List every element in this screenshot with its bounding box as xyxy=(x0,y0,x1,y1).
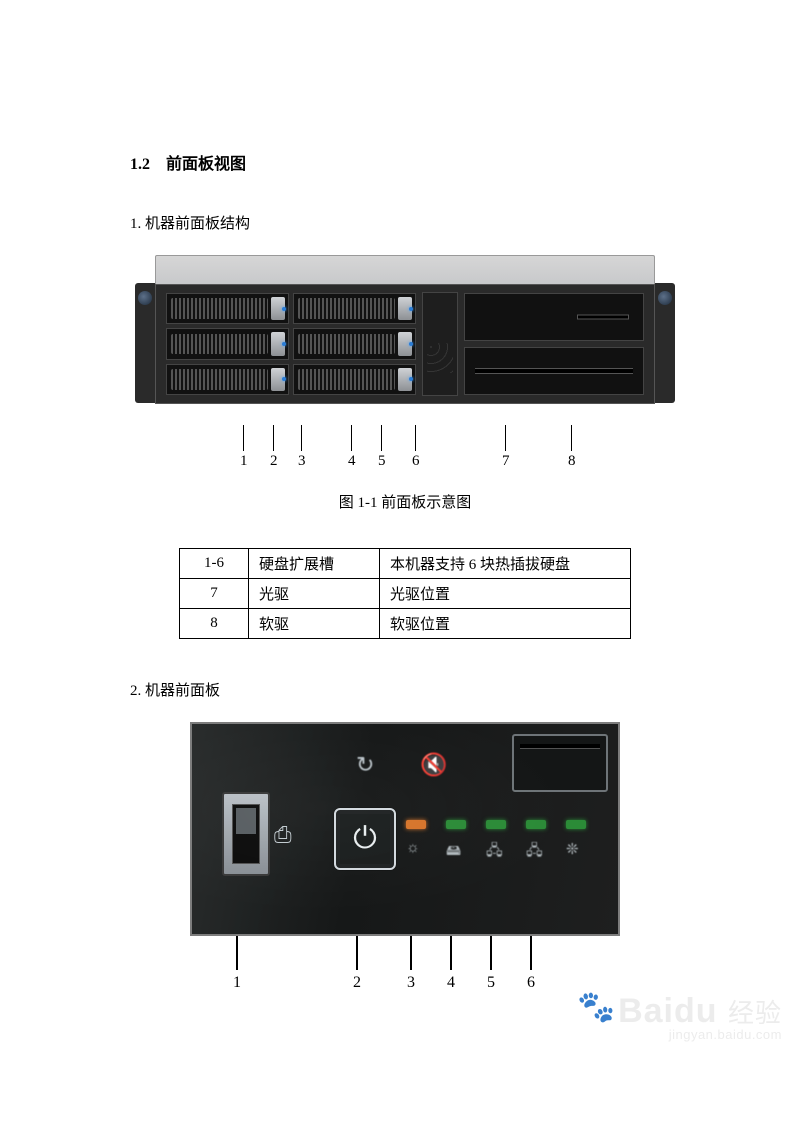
drive-tray xyxy=(512,734,608,792)
server-front xyxy=(155,284,655,404)
hdd-bay xyxy=(293,364,416,395)
callout-number: 3 xyxy=(298,453,306,470)
cell-name: 软驱 xyxy=(249,609,380,639)
parts-table: 1-6硬盘扩展槽本机器支持 6 块热插拔硬盘7光驱光驱位置8软驱软驱位置 xyxy=(179,548,631,639)
subsection-1: 1. 机器前面板结构 xyxy=(130,212,680,233)
callout: 1 xyxy=(233,936,241,992)
callout: 6 xyxy=(527,936,535,992)
cell-desc: 光驱位置 xyxy=(380,579,631,609)
control-column xyxy=(422,292,458,396)
callout: 7 xyxy=(502,425,510,470)
led-label-icon: 🖧 xyxy=(526,840,543,865)
rack-ear-right xyxy=(655,283,675,403)
callout: 6 xyxy=(412,425,420,470)
optical-drive xyxy=(464,347,644,395)
figure-1-caption: 图 1-1 前面板示意图 xyxy=(130,491,680,512)
callout: 5 xyxy=(487,936,495,992)
figure-1: 1 2 3 4 5 6 7 8 xyxy=(155,255,655,473)
table-row: 7光驱光驱位置 xyxy=(180,579,631,609)
hdd-bay xyxy=(166,293,289,324)
callout: 2 xyxy=(270,425,278,470)
callout-number: 4 xyxy=(348,453,356,470)
watermark: 🐾Baidu 经验 jingyan.baidu.com xyxy=(575,991,782,1042)
callout-number: 8 xyxy=(568,453,576,470)
hdd-bay xyxy=(293,293,416,324)
cell-index: 8 xyxy=(180,609,249,639)
wm-brand1: Bai xyxy=(618,992,674,1030)
mute-icon: 🔇 xyxy=(420,752,447,778)
callout: 3 xyxy=(407,936,415,992)
rack-ear-left xyxy=(135,283,155,403)
wm-label: 经验 xyxy=(728,998,782,1028)
wm-sub: jingyan.baidu.com xyxy=(575,1027,782,1042)
led-label-icon: ☼ xyxy=(406,840,420,857)
callout-number: 3 xyxy=(407,974,415,992)
usb-port xyxy=(222,792,270,876)
led-label-icon: ❊ xyxy=(566,840,579,859)
callout-number: 6 xyxy=(412,453,420,470)
server-chassis xyxy=(155,255,655,425)
cell-index: 7 xyxy=(180,579,249,609)
callout: 8 xyxy=(568,425,576,470)
callout: 1 xyxy=(240,425,248,470)
table-row: 8软驱软驱位置 xyxy=(180,609,631,639)
callout-number: 6 xyxy=(527,974,535,992)
cell-name: 光驱 xyxy=(249,579,380,609)
callout-number: 1 xyxy=(233,974,241,992)
cell-desc: 软驱位置 xyxy=(380,609,631,639)
power-icon: ⏻ xyxy=(353,822,377,856)
callout-number: 2 xyxy=(353,974,361,992)
floppy-drive xyxy=(464,293,644,341)
status-led xyxy=(486,820,506,829)
callout: 4 xyxy=(348,425,356,470)
hdd-bay xyxy=(166,328,289,359)
status-led xyxy=(406,820,426,829)
drive-bay-grid xyxy=(166,293,416,395)
callout: 3 xyxy=(298,425,306,470)
section-heading: 1.2 前面板视图 xyxy=(130,150,680,174)
cell-index: 1-6 xyxy=(180,549,249,579)
callout-number: 4 xyxy=(447,974,455,992)
control-panel-closeup: ⎙ ↻ 🔇 ⏻ ☼ 🖴 🖧 🖧 ❊ xyxy=(190,722,620,936)
cell-name: 硬盘扩展槽 xyxy=(249,549,380,579)
figure-1-callouts: 1 2 3 4 5 6 7 8 xyxy=(155,425,655,473)
section-title-text: 前面板视图 xyxy=(166,156,246,173)
callout: 4 xyxy=(447,936,455,992)
callout-number: 7 xyxy=(502,453,510,470)
callout-number: 1 xyxy=(240,453,248,470)
led-label-icon: 🖴 xyxy=(446,840,461,865)
section-number: 1.2 xyxy=(130,156,150,173)
status-led xyxy=(446,820,466,829)
callout-number: 5 xyxy=(378,453,386,470)
table-row: 1-6硬盘扩展槽本机器支持 6 块热插拔硬盘 xyxy=(180,549,631,579)
status-led xyxy=(566,820,586,829)
server-top-cover xyxy=(155,255,655,284)
hdd-bay xyxy=(293,328,416,359)
usb-icon: ⎙ xyxy=(274,822,292,848)
status-led xyxy=(526,820,546,829)
subsection-2: 2. 机器前面板 xyxy=(130,679,680,700)
callout: 5 xyxy=(378,425,386,470)
power-button: ⏻ xyxy=(334,808,396,870)
wm-brand2: du xyxy=(674,992,718,1030)
callout: 2 xyxy=(353,936,361,992)
led-label-icon: 🖧 xyxy=(486,840,503,865)
figure-2-callouts: 1 2 3 4 5 6 xyxy=(190,936,620,996)
status-led-row xyxy=(406,820,586,829)
hdd-bay xyxy=(166,364,289,395)
cell-desc: 本机器支持 6 块热插拔硬盘 xyxy=(380,549,631,579)
reset-icon: ↻ xyxy=(356,752,374,778)
optical-floppy-area xyxy=(464,293,644,395)
figure-2: ⎙ ↻ 🔇 ⏻ ☼ 🖴 🖧 🖧 ❊ 1 2 3 4 5 6 xyxy=(190,722,620,996)
callout-number: 5 xyxy=(487,974,495,992)
callout-number: 2 xyxy=(270,453,278,470)
